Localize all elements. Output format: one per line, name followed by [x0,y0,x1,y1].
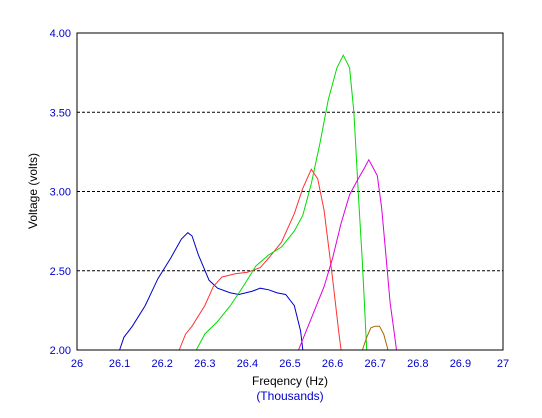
series-line [361,325,389,351]
x-tick-label: 26.6 [322,358,343,370]
x-axis-title: Freqency (Hz) [252,374,328,388]
y-tick-label: 3.00 [50,187,71,199]
x-tick-label: 26.9 [450,358,471,370]
y-tick-label: 2.00 [50,345,71,357]
x-tick-label: 26.5 [279,358,300,370]
x-tick-label: 26.2 [151,358,172,370]
x-axis-ticks: 26 26.1 26.2 26.3 26.4 26.5 26.6 26.7 26.8 26.9 27 [71,358,509,370]
y-axis-title: Voltage (volts) [26,153,40,229]
x-tick-label: 26.4 [237,358,258,370]
y-axis-ticks: 2.00 2.50 3.00 3.50 4.00 [50,28,71,357]
series-group [119,54,397,351]
y-tick-label: 4.00 [50,28,71,40]
series-line [178,168,342,351]
x-tick-label: 26.7 [364,358,385,370]
y-tick-label: 3.50 [50,107,71,119]
series-line [195,54,368,351]
x-tick-label: 26 [71,358,83,370]
x-tick-label: 26.8 [407,358,428,370]
gridlines [77,111,503,272]
x-tick-label: 26.3 [194,358,215,370]
series-line [119,232,304,351]
plot-frame [76,32,504,351]
x-tick-label: 27 [497,358,509,370]
x-tick-label: 26.1 [109,358,130,370]
series-line [298,158,397,351]
x-axis-units: (Thousands) [256,389,323,403]
y-tick-label: 2.50 [50,266,71,278]
